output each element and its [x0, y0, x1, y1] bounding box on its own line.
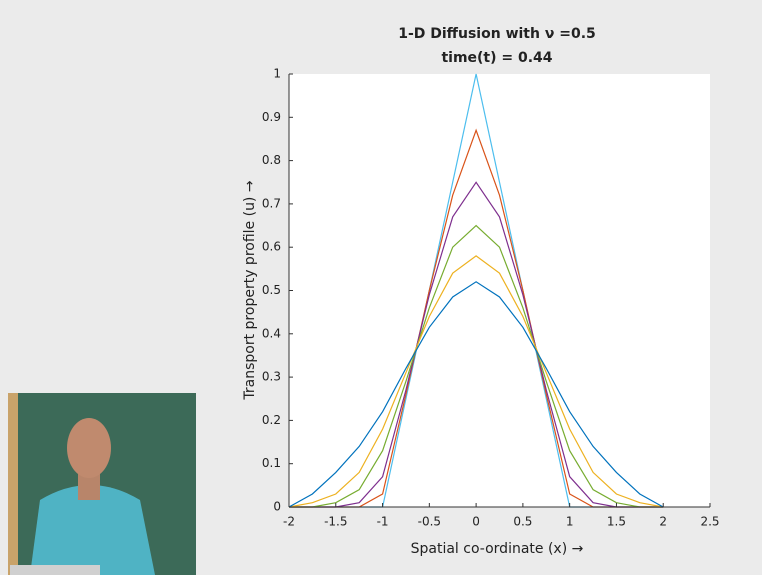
- curve: [288, 255, 664, 508]
- head: [67, 418, 111, 478]
- y-tick-label: 0.3: [262, 370, 281, 384]
- x-tick-label: 0.5: [513, 515, 532, 529]
- y-tick-label: 0.5: [262, 283, 281, 297]
- x-tick-label: 2.5: [700, 515, 719, 529]
- x-tick-label: -0.5: [418, 515, 441, 529]
- webcam-inset: [8, 393, 196, 575]
- chart-title: 1-D Diffusion with ν =0.5: [398, 26, 596, 42]
- plot: -2 -1.5 -1 -0.5 0 0.5 1 1.5 2 2.5 0 0.1 0.2 0.3 0.4 0.5…: [262, 67, 720, 529]
- desk: [10, 565, 100, 575]
- y-axis-label: Transport property profile (u) →: [242, 180, 258, 400]
- x-tick-label: -2: [283, 515, 295, 529]
- board-frame: [8, 393, 18, 575]
- x-tick-label: 1.5: [607, 515, 626, 529]
- x-tick-label: -1.5: [324, 515, 347, 529]
- y-tick-label: 0.6: [262, 240, 281, 254]
- neck: [78, 470, 100, 500]
- y-tick-label: 0.1: [262, 456, 281, 470]
- y-tick-label: 0.2: [262, 413, 281, 427]
- y-tick-label: 1: [273, 67, 281, 81]
- curve: [289, 181, 664, 508]
- y-tick-label: 0.8: [262, 153, 281, 167]
- y-tick-label: 0: [273, 500, 281, 514]
- y-tick-label: 0.7: [262, 196, 281, 210]
- y-tick-label: 0.9: [262, 110, 281, 124]
- chart-subtitle: time(t) = 0.44: [441, 50, 552, 66]
- x-tick-label: 2: [659, 515, 667, 529]
- plot-area: [289, 74, 710, 507]
- curve: [289, 224, 664, 508]
- curve: [288, 281, 664, 508]
- x-tick-label: -1: [377, 515, 389, 529]
- y-tick-label: 0.4: [262, 326, 281, 340]
- shirt: [30, 485, 155, 575]
- x-tick-label: 0: [472, 515, 480, 529]
- x-axis-label: Spatial co-ordinate (x) →: [411, 541, 584, 557]
- x-tick-label: 1: [566, 515, 574, 529]
